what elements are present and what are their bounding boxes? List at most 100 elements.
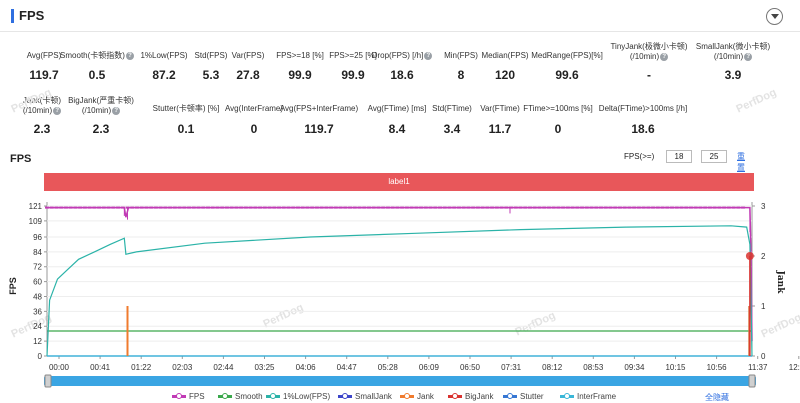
metric-row2-1: BigJank(严重卡顿) (/10min)? 2.3 — [51, 96, 151, 136]
fps-threshold-input-2[interactable]: 25 — [701, 150, 727, 163]
metric-label-text: 1%Low(FPS) — [140, 51, 188, 60]
y-tick-label: 0 — [38, 352, 43, 361]
y-tick-label: 24 — [33, 322, 42, 331]
x-tick-label: 12:18 — [789, 363, 800, 372]
metric-row1-12: SmallJank(微小卡顿) (/10min)? 3.9 — [683, 42, 783, 82]
metric-row2-4: Avg(FPS+InterFrame) 119.7 — [269, 104, 369, 136]
range-slider-handle-right[interactable] — [748, 374, 756, 388]
metric-label-text: Avg(FTime) [ms] — [367, 104, 427, 113]
metric-label-unit: (/10min)? — [0, 106, 92, 116]
metric-value: 11.7 — [488, 122, 512, 136]
metric-label: Drop(FPS) [/h]? — [352, 51, 452, 61]
metric-value: 27.8 — [236, 68, 260, 82]
metric-label: SmallJank(微小卡顿) — [683, 42, 783, 52]
metric-row2-9: Delta(FTime)>100ms [/h] 18.6 — [593, 104, 693, 136]
metric-label-text: Delta(FTime)>100ms [/h] — [598, 104, 688, 113]
metric-label: Avg(InterFrame) — [204, 104, 304, 114]
metric-label-text: Smooth(卡顿指数) — [60, 51, 125, 60]
hide-all-button[interactable]: 全隐藏 — [705, 393, 729, 402]
metric-value: 2.3 — [33, 122, 51, 136]
metric-label-text: Avg(FPS) — [26, 51, 62, 60]
metric-row2-8: FTime>=100ms [%] 0 — [508, 104, 608, 136]
help-icon[interactable]: ? — [660, 52, 669, 61]
metric-label-text: FPS>=18 [%] — [276, 51, 324, 60]
x-tick-label: 05:28 — [378, 363, 399, 372]
y2-tick-label: 1 — [761, 302, 766, 311]
label-bar[interactable]: label1 — [44, 173, 754, 191]
metric-value: 99.9 — [288, 68, 312, 82]
legend-item-smalljank[interactable]: SmallJank — [338, 392, 392, 401]
metric-label-text: Std(FPS) — [194, 51, 228, 60]
fps-threshold-input-1[interactable]: 18 — [666, 150, 692, 163]
x-tick-label: 07:31 — [501, 363, 522, 372]
section-header: FPS — [0, 0, 800, 32]
series-line-1lowfps — [46, 225, 753, 357]
y-tick-label: 36 — [33, 307, 42, 316]
metric-value: 0.5 — [88, 68, 106, 82]
legend-item-jank[interactable]: Jank — [400, 392, 434, 401]
metric-value: 0.1 — [177, 122, 195, 136]
metric-row2-6: Std(FTime) 3.4 — [402, 104, 502, 136]
help-icon[interactable]: ? — [424, 51, 433, 60]
metric-label: Var(FPS) — [198, 51, 298, 61]
metric-label: TinyJank(极微小卡顿) — [599, 42, 699, 52]
metric-label: BigJank(严重卡顿) — [51, 96, 151, 106]
metric-label-text: Avg(FPS+InterFrame) — [279, 104, 359, 113]
legend-label: Smooth — [235, 392, 263, 401]
metric-row1-4: Var(FPS) 27.8 — [198, 51, 298, 82]
metric-label-unit: (/10min)? — [683, 52, 783, 62]
metric-value: 5.3 — [202, 68, 220, 82]
x-tick-label: 08:12 — [542, 363, 563, 372]
x-tick-label: 03:25 — [254, 363, 275, 372]
metric-value: - — [647, 68, 651, 82]
y2-tick-label: 0 — [761, 352, 766, 361]
metric-label: Median(FPS) — [455, 51, 555, 61]
legend-item-fps[interactable]: FPS — [172, 392, 205, 401]
metric-value: 119.7 — [29, 68, 59, 82]
metric-row2-2: Stutter(卡顿率) [%] 0.1 — [136, 104, 236, 136]
legend-label: Stutter — [520, 392, 544, 401]
metric-label-text: Median(FPS) — [481, 51, 529, 60]
metric-label: FPS>=25 [%] — [303, 51, 403, 61]
legend-label: 1%Low(FPS) — [283, 392, 331, 401]
metric-value: 18.6 — [631, 122, 655, 136]
legend-swatch — [503, 393, 517, 400]
x-tick-label: 09:34 — [624, 363, 645, 372]
y2-axis-label: Jank — [775, 270, 785, 295]
metric-row2-3: Avg(InterFrame) 0 — [204, 104, 304, 136]
legend-item-stutter[interactable]: Stutter — [503, 392, 544, 401]
metric-row1-5: FPS>=18 [%] 99.9 — [250, 51, 350, 82]
chevron-down-icon[interactable] — [766, 8, 783, 25]
metric-value: 99.9 — [341, 68, 365, 82]
range-slider-handle-left[interactable] — [44, 374, 52, 388]
metric-row1-9: Median(FPS) 120 — [455, 51, 555, 82]
y-tick-label: 48 — [33, 292, 42, 301]
x-tick-label: 08:53 — [583, 363, 604, 372]
legend-item-interframe[interactable]: InterFrame — [560, 392, 616, 401]
x-tick-label: 10:15 — [665, 363, 686, 372]
x-tick-label: 04:47 — [337, 363, 358, 372]
metric-label-text: TinyJank(极微小卡顿) — [610, 42, 688, 51]
metric-value: 0 — [250, 122, 258, 136]
legend-item-smooth[interactable]: Smooth — [218, 392, 263, 401]
metric-value: 3.4 — [443, 122, 461, 136]
y-tick-label: 96 — [33, 233, 42, 242]
metric-label-text: BigJank(严重卡顿) — [68, 96, 134, 105]
metric-row1-10: MedRange(FPS)[%] 99.6 — [517, 51, 617, 82]
x-tick-label: 10:56 — [707, 363, 728, 372]
legend-item-1lowfps[interactable]: 1%Low(FPS) — [266, 392, 330, 401]
reset-button[interactable]: 重置 — [737, 152, 745, 172]
help-icon[interactable]: ? — [125, 51, 134, 60]
metric-label-text: FPS>=25 [%] — [329, 51, 377, 60]
help-icon[interactable]: ? — [112, 106, 121, 115]
metric-label: Jank(卡顿) — [0, 96, 92, 106]
legend-swatch — [560, 393, 574, 400]
metric-value: 18.6 — [390, 68, 414, 82]
x-tick-label: 00:41 — [90, 363, 111, 372]
legend-item-bigjank[interactable]: BigJank — [448, 392, 493, 401]
metric-label-text: Stutter(卡顿率) [%] — [152, 104, 220, 113]
help-icon[interactable]: ? — [53, 106, 62, 115]
metric-label: FPS>=18 [%] — [250, 51, 350, 61]
help-icon[interactable]: ? — [744, 52, 753, 61]
